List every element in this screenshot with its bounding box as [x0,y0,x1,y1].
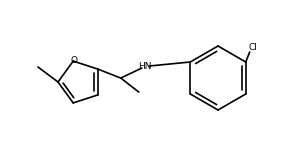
Text: HN: HN [138,62,151,71]
Text: Cl: Cl [248,42,257,52]
Text: O: O [71,56,78,65]
